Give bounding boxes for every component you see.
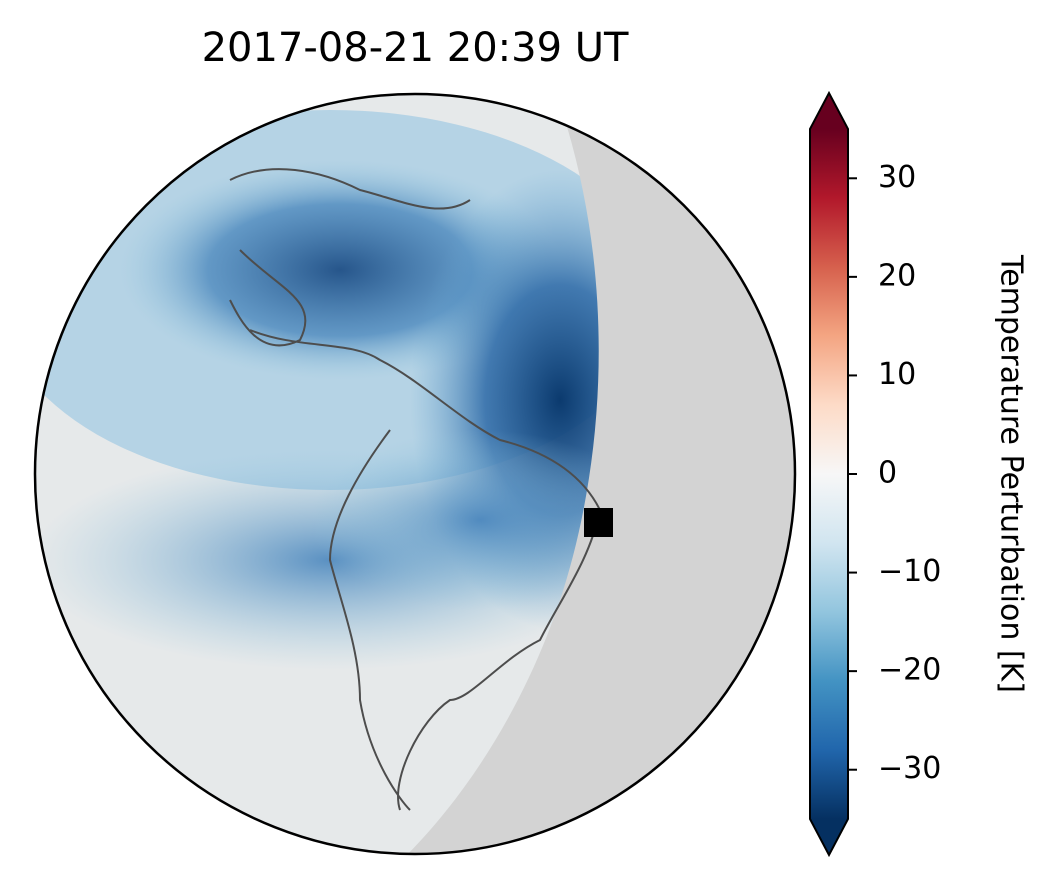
- globe: [35, 94, 795, 854]
- colorbar: −30 −20 −10 0 10 20 30: [809, 90, 941, 858]
- colorbar-tick-label: 30: [878, 160, 916, 195]
- coastline: [229, 168, 602, 811]
- night-side: [380, 94, 795, 854]
- map-title: 2017-08-21 20:39 UT: [202, 25, 629, 71]
- colorbar-tick-label: 0: [878, 456, 897, 491]
- colorbar-extend-low: [810, 819, 848, 855]
- colorbar-extend-high: [810, 93, 848, 129]
- colorbar-gradient: [810, 129, 848, 819]
- cool-south: [310, 430, 650, 610]
- colorbar-tick-label: −10: [878, 554, 941, 589]
- colorbar-tick-label: 10: [878, 357, 916, 392]
- colorbar-tick-label: 20: [878, 258, 916, 293]
- site-marker: [584, 508, 613, 537]
- colorbar-label: Temperature Perturbation [K]: [994, 254, 1029, 693]
- globe-outline: [33, 92, 797, 856]
- colorbar-outline: [809, 90, 849, 858]
- colorbar-tick-label: −30: [878, 751, 941, 786]
- colorbar-tick-label: −20: [878, 653, 941, 688]
